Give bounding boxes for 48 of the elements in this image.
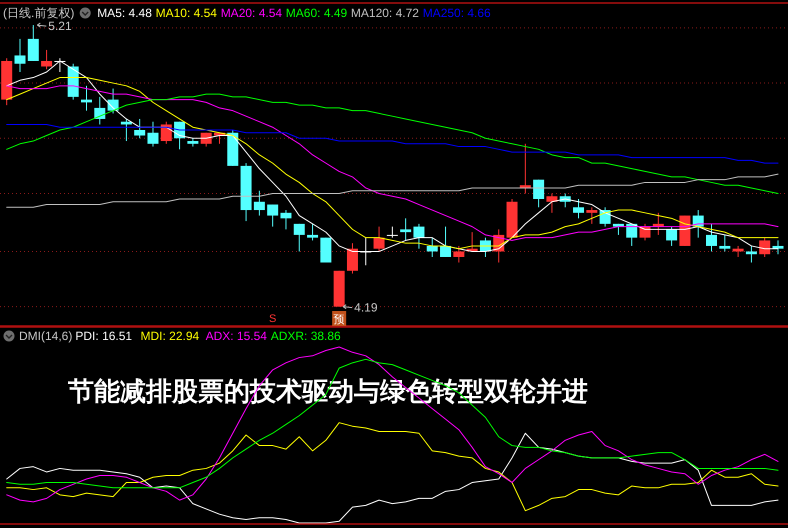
text: MA20: 4.54 [220,6,282,20]
candlestick [294,223,305,252]
candlestick [732,245,744,258]
annotation: 4.19 [354,300,378,315]
candlestick [520,143,531,194]
candlestick [573,198,584,219]
candlestick [546,192,558,214]
candlestick [254,190,265,216]
candlestick [706,223,718,252]
candlestick [719,234,730,252]
text: MA60: 4.49 [286,6,348,20]
series-label: ADXR: 38.86 [270,329,342,343]
candlestick [160,121,172,144]
candlestick [14,38,26,73]
text: PDI: 16.51 [75,329,132,343]
candlestick [267,204,278,228]
text: MA250: 4.66 [422,6,492,20]
candlestick [453,245,464,264]
candlestick [346,242,358,274]
candlestick [759,237,770,258]
candlestick [746,245,757,264]
candlestick [120,118,132,142]
annotation: S [268,313,276,325]
candlestick [386,226,398,238]
candlestick [134,118,146,139]
candlestick [586,206,598,224]
chart-subtitle: DMI(14,6) [19,329,72,343]
text: MA10: 4.54 [156,6,218,20]
candlestick [440,226,452,258]
chart-title: (日线.前复权) [3,6,74,20]
candlestick [80,85,92,112]
candlestick [533,179,544,208]
candlestick [666,226,678,246]
candlestick [307,223,318,241]
candlestick [147,121,158,148]
candlestick [280,210,292,230]
annotation: 5.21 [48,19,72,34]
candlestick [374,226,385,252]
text: MA5: 4.48 [97,6,152,20]
text: MDI: 22.94 [140,329,200,343]
candlestick [426,237,438,258]
annotation: 预 [334,314,345,326]
candlestick [400,218,412,241]
candlestick [413,223,424,250]
text: ADX: 15.54 [206,329,268,343]
candlestick [94,96,106,125]
text: MA120: 4.72 [350,6,420,20]
candlestick [41,49,52,70]
